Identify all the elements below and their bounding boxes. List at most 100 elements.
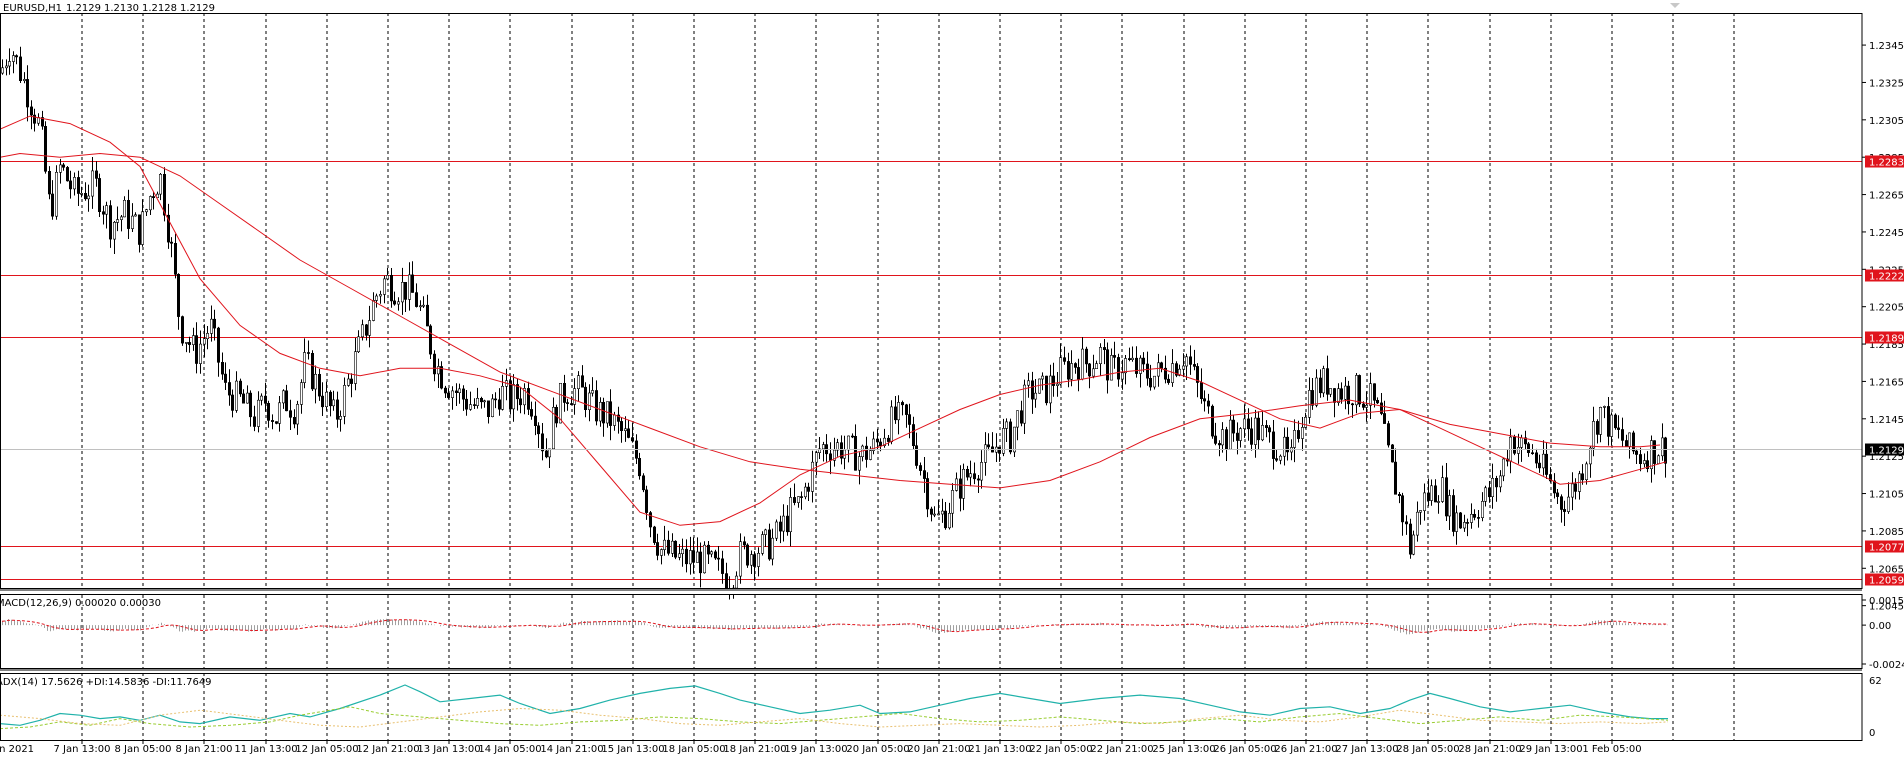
candle-body bbox=[1283, 436, 1287, 457]
candle-body bbox=[1178, 368, 1182, 376]
panel-border bbox=[0, 673, 1863, 741]
candle-body bbox=[177, 273, 181, 317]
level-label-bg bbox=[1865, 155, 1904, 168]
candle-body bbox=[1067, 361, 1071, 380]
candle-body bbox=[1337, 388, 1341, 403]
horizontal-levels[interactable]: 1.2283 1.2222 1.2189 1.2077 1.2059 bbox=[0, 155, 1903, 587]
x-tick-label: 8 Jan 21:00 bbox=[176, 744, 233, 755]
y-tick-label: 1.2145 bbox=[1869, 415, 1904, 426]
candle-body bbox=[1167, 378, 1171, 383]
x-tick-label: 12 Jan 21:00 bbox=[356, 744, 419, 755]
candlesticks bbox=[0, 46, 1668, 600]
candle-body bbox=[1610, 414, 1614, 437]
candle-body bbox=[695, 551, 699, 563]
candle-body bbox=[1362, 403, 1366, 408]
candle-body bbox=[688, 550, 692, 565]
candle-body bbox=[655, 542, 659, 556]
candle-body bbox=[1059, 357, 1063, 385]
candle-body bbox=[403, 281, 407, 300]
candle-body bbox=[475, 397, 479, 406]
y-tick-label: 1.2165 bbox=[1869, 377, 1904, 388]
candle-body bbox=[882, 437, 886, 447]
candle-body bbox=[1257, 417, 1261, 441]
y-tick-label: 1.2205 bbox=[1869, 303, 1904, 314]
candle-body bbox=[221, 361, 225, 375]
candle-body bbox=[943, 510, 947, 529]
candle-body bbox=[536, 425, 540, 435]
candle-body bbox=[1484, 487, 1488, 502]
candle-body bbox=[652, 526, 656, 543]
candle-body bbox=[853, 435, 857, 471]
candle-body bbox=[1621, 429, 1625, 441]
candle-body bbox=[228, 382, 232, 396]
candle-body bbox=[929, 508, 933, 515]
candle-body bbox=[1261, 425, 1265, 441]
candle-body bbox=[486, 400, 490, 417]
x-tick-label: 28 Jan 21:00 bbox=[1458, 744, 1521, 755]
candle-body bbox=[1214, 435, 1218, 444]
y-tick-label: 1.2125 bbox=[1869, 452, 1904, 463]
candle-body bbox=[968, 473, 972, 478]
candle-body bbox=[446, 392, 450, 398]
candle-body bbox=[1542, 453, 1546, 469]
adx-main-line bbox=[0, 684, 1668, 726]
level-label: 1.2222 bbox=[1869, 272, 1904, 283]
candle-body bbox=[317, 373, 321, 397]
main-price-panel[interactable]: 1.2283 1.2222 1.2189 1.2077 1.2059 bbox=[0, 46, 1903, 600]
candle-body bbox=[904, 404, 908, 415]
candle-body bbox=[1571, 483, 1575, 498]
scroll-marker-icon[interactable] bbox=[1670, 3, 1680, 8]
candle-body bbox=[1131, 357, 1135, 361]
candle-body bbox=[360, 324, 364, 338]
candle-body bbox=[349, 378, 353, 384]
panel-border bbox=[0, 594, 1863, 669]
candle-body bbox=[40, 117, 44, 127]
x-tick-label: 27 Jan 13:00 bbox=[1335, 744, 1398, 755]
candle-body bbox=[1001, 428, 1005, 454]
axis-bg bbox=[1863, 0, 1904, 760]
candle-body bbox=[979, 462, 983, 481]
ma-slow-line bbox=[0, 152, 1661, 489]
candle-body bbox=[637, 457, 641, 477]
candle-body bbox=[1574, 483, 1578, 492]
candle-body bbox=[1614, 414, 1618, 429]
x-tick-label: 13 Jan 13:00 bbox=[417, 744, 480, 755]
candle-body bbox=[1128, 358, 1132, 361]
candle-body bbox=[353, 351, 357, 384]
candle-body bbox=[1495, 477, 1499, 488]
candle-body bbox=[623, 428, 627, 431]
candle-body bbox=[788, 497, 792, 532]
candle-body bbox=[1592, 421, 1596, 449]
candle-body bbox=[947, 512, 951, 529]
candle-body bbox=[1355, 375, 1359, 406]
candle-body bbox=[562, 382, 566, 403]
candle-body bbox=[407, 274, 411, 300]
candle-body bbox=[338, 415, 342, 420]
candle-body bbox=[425, 304, 429, 327]
adx-panel[interactable] bbox=[0, 684, 1669, 730]
candle-body bbox=[109, 205, 113, 240]
candle-body bbox=[1427, 492, 1431, 501]
macd-tick-label: 0.00 bbox=[1869, 621, 1891, 632]
candle-body bbox=[1416, 511, 1420, 536]
candle-body bbox=[526, 388, 530, 410]
candle-body bbox=[246, 392, 250, 404]
candle-body bbox=[583, 386, 587, 411]
candle-body bbox=[1196, 366, 1200, 383]
macd-panel[interactable] bbox=[1, 618, 1668, 635]
candle-body bbox=[206, 333, 210, 339]
candle-body bbox=[80, 193, 84, 195]
candle-body bbox=[673, 540, 677, 558]
candle-body bbox=[374, 295, 378, 301]
candle-body bbox=[8, 61, 12, 67]
candle-body bbox=[1207, 400, 1211, 407]
candle-body bbox=[378, 294, 382, 297]
candle-body bbox=[468, 404, 472, 410]
candle-body bbox=[918, 465, 922, 471]
candle-body bbox=[896, 402, 900, 421]
candle-body bbox=[116, 219, 120, 223]
candle-body bbox=[1319, 377, 1323, 394]
x-tick-label: 20 Jan 05:00 bbox=[846, 744, 909, 755]
candle-body bbox=[1394, 461, 1398, 495]
candle-body bbox=[630, 437, 634, 442]
